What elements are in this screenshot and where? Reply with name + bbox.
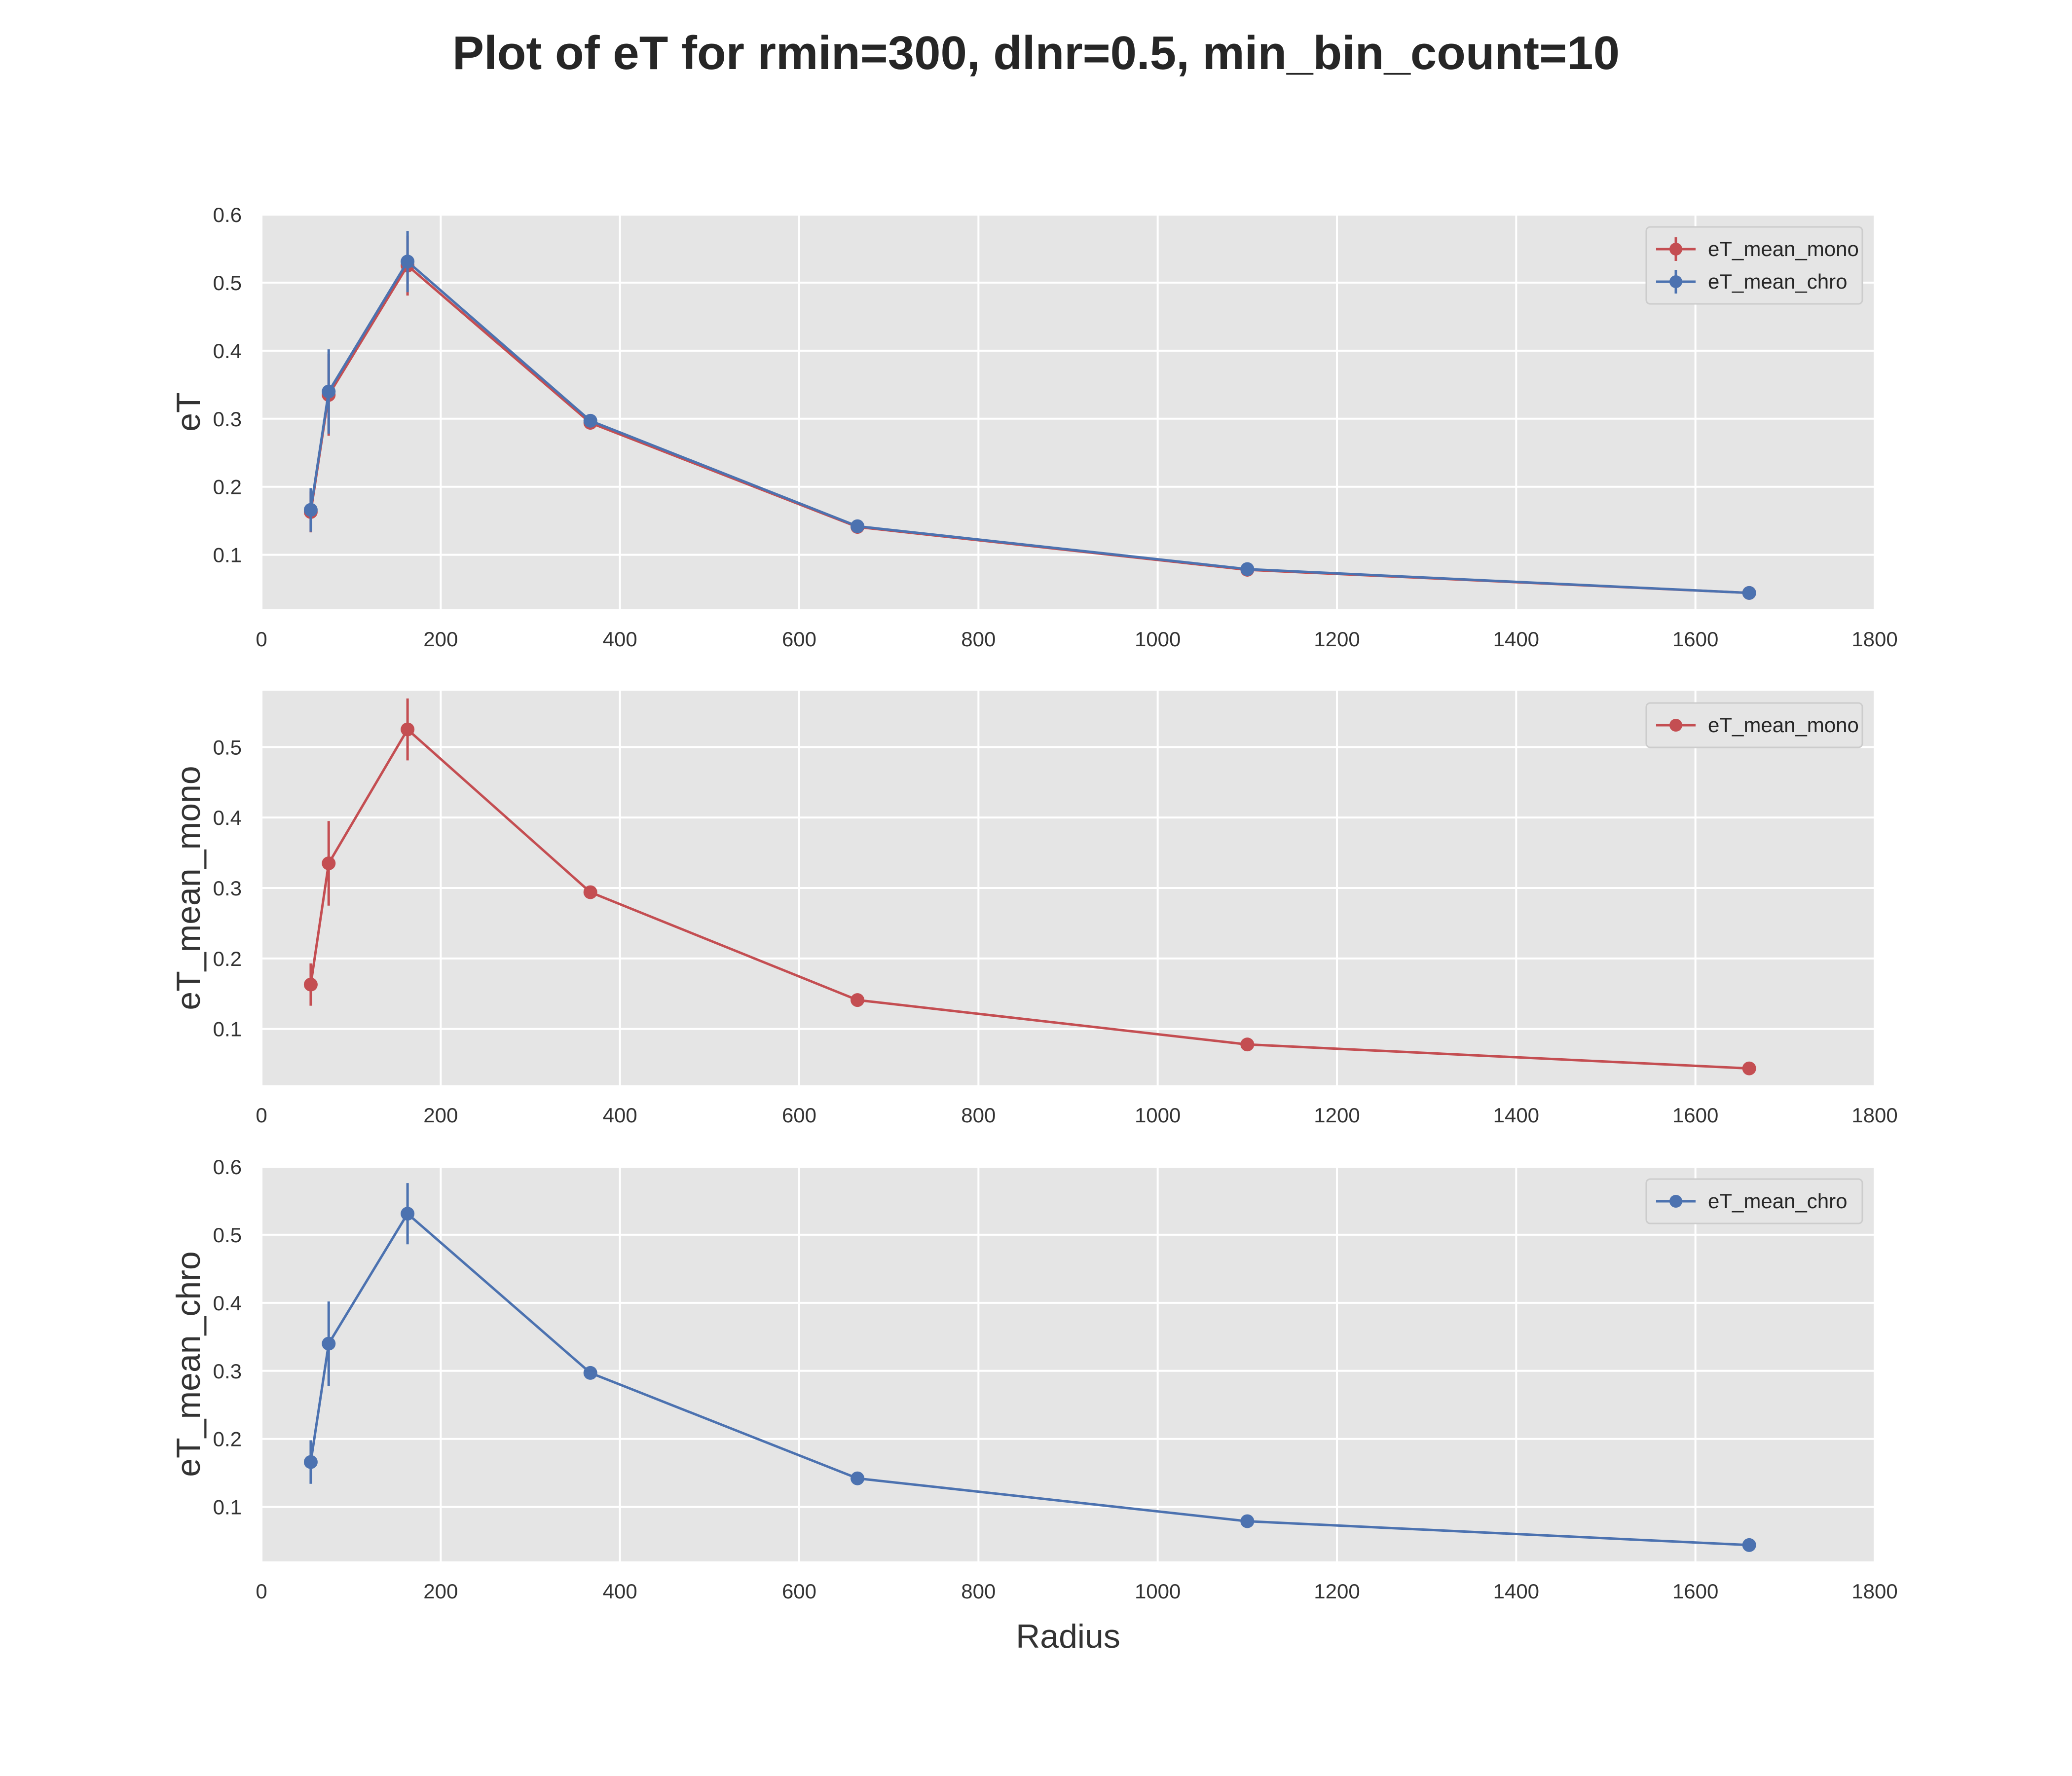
data-point bbox=[322, 1336, 336, 1351]
x-tick-label: 800 bbox=[961, 1104, 996, 1127]
x-tick-label: 1200 bbox=[1314, 1104, 1360, 1127]
x-tick-label: 1400 bbox=[1493, 628, 1539, 651]
y-tick-label: 0.1 bbox=[213, 1018, 242, 1041]
x-tick-label: 1800 bbox=[1851, 628, 1897, 651]
x-tick-label: 1000 bbox=[1135, 1580, 1181, 1603]
y-tick-label: 0.6 bbox=[213, 203, 242, 226]
y-axis-label: eT_mean_mono bbox=[170, 766, 207, 1010]
legend-box bbox=[1645, 226, 1863, 305]
data-point bbox=[322, 856, 336, 870]
y-tick-label: 0.5 bbox=[213, 736, 242, 759]
legend-entry: eT_mean_chro bbox=[1708, 270, 1848, 293]
plot-background bbox=[261, 1167, 1875, 1561]
y-tick-label: 0.6 bbox=[213, 1155, 242, 1179]
data-point bbox=[401, 1207, 415, 1221]
data-point bbox=[303, 1455, 318, 1469]
data-point bbox=[303, 977, 318, 992]
figure-title: Plot of eT for rmin=300, dlnr=0.5, min_b… bbox=[452, 27, 1620, 79]
legend-marker bbox=[1669, 1195, 1682, 1208]
x-tick-label: 0 bbox=[256, 628, 267, 651]
x-tick-label: 600 bbox=[782, 628, 816, 651]
data-point bbox=[303, 503, 318, 517]
subplot-2: 0 200 400 600 800 1000 1200 1400 1600 1800 0.1 0.2 0… bbox=[170, 691, 1898, 1127]
x-tick-label: 1800 bbox=[1851, 1580, 1897, 1603]
x-tick-label: 400 bbox=[603, 628, 637, 651]
x-tick-label: 1200 bbox=[1314, 1580, 1360, 1603]
x-tick-label: 1600 bbox=[1672, 628, 1718, 651]
x-axis-label: Radius bbox=[1016, 1618, 1120, 1655]
data-point bbox=[1742, 586, 1756, 600]
y-tick-label: 0.2 bbox=[213, 1428, 242, 1451]
x-tick-label: 400 bbox=[603, 1580, 637, 1603]
y-tick-label: 0.4 bbox=[213, 339, 242, 363]
y-tick-label: 0.3 bbox=[213, 877, 242, 900]
x-tick-label: 600 bbox=[782, 1580, 816, 1603]
x-tick-label: 800 bbox=[961, 628, 996, 651]
data-point bbox=[583, 1366, 597, 1380]
x-tick-label: 200 bbox=[423, 1580, 458, 1603]
series-eT_mean_mono bbox=[303, 698, 1756, 1075]
x-tick-label: 200 bbox=[423, 1104, 458, 1127]
data-point bbox=[401, 722, 415, 737]
y-axis-label: eT_mean_chro bbox=[170, 1251, 207, 1477]
y-tick-label: 0.5 bbox=[213, 1223, 242, 1247]
legend-entry: eT_mean_chro bbox=[1708, 1189, 1848, 1213]
x-tick-label: 1000 bbox=[1135, 1104, 1181, 1127]
y-tick-label: 0.4 bbox=[213, 806, 242, 829]
legend: eT_mean_mono bbox=[1645, 702, 1863, 748]
y-tick-label: 0.1 bbox=[213, 1496, 242, 1519]
y-tick-label: 0.1 bbox=[213, 544, 242, 567]
y-axis-label: eT bbox=[170, 392, 207, 431]
x-tick-label: 0 bbox=[256, 1580, 267, 1603]
y-tick-label: 0.2 bbox=[213, 476, 242, 499]
x-tick-label: 1400 bbox=[1493, 1580, 1539, 1603]
data-point bbox=[1742, 1061, 1756, 1075]
data-point bbox=[401, 255, 415, 269]
data-point bbox=[851, 1471, 865, 1485]
x-tick-label: 1600 bbox=[1672, 1104, 1718, 1127]
series-eT_mean_chro bbox=[303, 231, 1756, 600]
subplot-3: 0 200 400 600 800 1000 1200 1400 1600 1800 0.1 0.2 0… bbox=[170, 1155, 1898, 1655]
legend-marker bbox=[1669, 719, 1682, 732]
data-point bbox=[851, 993, 865, 1007]
legend-entry: eT_mean_mono bbox=[1708, 713, 1859, 737]
legend-entry: eT_mean_mono bbox=[1708, 237, 1859, 260]
x-tick-label: 1400 bbox=[1493, 1104, 1539, 1127]
y-tick-label: 0.5 bbox=[213, 271, 242, 295]
legend: eT_mean_chro bbox=[1645, 1178, 1863, 1224]
x-tick-label: 1200 bbox=[1314, 628, 1360, 651]
data-point bbox=[322, 384, 336, 399]
x-tick-label: 600 bbox=[782, 1104, 816, 1127]
data-point bbox=[851, 519, 865, 533]
data-point bbox=[583, 885, 597, 899]
y-tick-label: 0.3 bbox=[213, 1360, 242, 1383]
legend-box bbox=[1645, 1178, 1863, 1224]
x-tick-label: 1000 bbox=[1135, 628, 1181, 651]
x-tick-label: 200 bbox=[423, 628, 458, 651]
data-point bbox=[1240, 562, 1255, 576]
y-tick-label: 0.3 bbox=[213, 407, 242, 431]
x-tick-label: 800 bbox=[961, 1580, 996, 1603]
legend: eT_mean_mono eT_mean_chro bbox=[1645, 226, 1863, 305]
x-tick-label: 400 bbox=[603, 1104, 637, 1127]
y-tick-label: 0.4 bbox=[213, 1292, 242, 1315]
y-tick-label: 0.2 bbox=[213, 947, 242, 970]
series-eT_mean_chro bbox=[303, 1183, 1756, 1552]
plot-background bbox=[261, 215, 1875, 609]
data-point bbox=[1240, 1037, 1255, 1052]
data-point bbox=[1742, 1538, 1756, 1552]
subplots: 0 200 400 600 800 1000 1200 1400 1600 1800 0.1 0.2 0… bbox=[170, 203, 1898, 1655]
x-tick-label: 1600 bbox=[1672, 1580, 1718, 1603]
x-tick-label: 0 bbox=[256, 1104, 267, 1127]
data-point bbox=[1240, 1514, 1255, 1528]
data-point bbox=[583, 413, 597, 428]
legend-box bbox=[1645, 702, 1863, 748]
subplot-1: 0 200 400 600 800 1000 1200 1400 1600 1800 0.1 0.2 0… bbox=[170, 203, 1898, 651]
x-tick-label: 1800 bbox=[1851, 1104, 1897, 1127]
